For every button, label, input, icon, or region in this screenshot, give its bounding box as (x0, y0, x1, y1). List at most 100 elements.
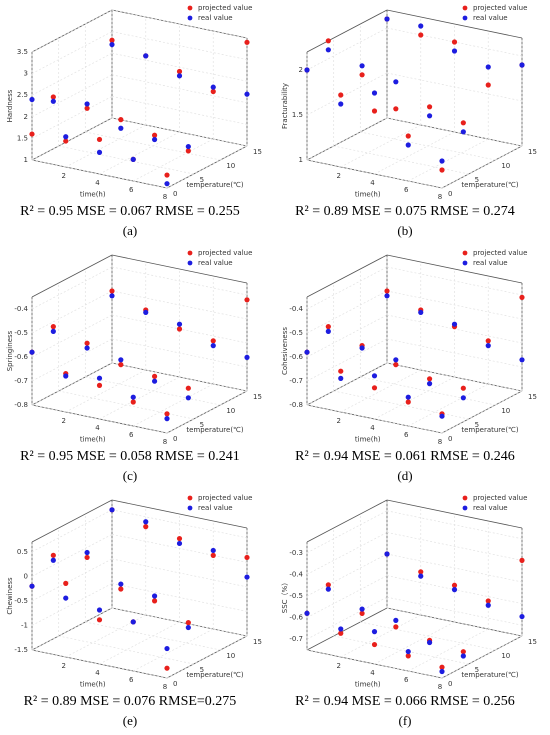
data-point (164, 181, 170, 187)
legend-marker (187, 15, 193, 21)
grid-line (360, 376, 496, 406)
grid-line (374, 621, 455, 665)
data-point (338, 368, 344, 374)
grid-line (360, 131, 496, 161)
legend-marker (462, 250, 468, 256)
data-point (118, 586, 124, 592)
data-point (143, 309, 149, 315)
panel: 2 4 6 8 0 5 10 15 1 1.5 2 2.5 3 3.5 time(h) temperature… (6, 4, 262, 238)
grid-line (111, 96, 248, 125)
grid-line (31, 558, 113, 602)
data-point (185, 620, 191, 626)
data-point (29, 349, 35, 355)
grid-line (333, 145, 469, 175)
grid-line (306, 314, 388, 358)
grid-line (441, 390, 523, 434)
y-tick-label: 15 (253, 638, 262, 646)
data-point (426, 376, 433, 382)
grid-line (111, 9, 248, 39)
grid-line (111, 117, 248, 147)
x-tick-label: 6 (129, 676, 134, 684)
axis-edge (306, 254, 388, 298)
grid-line (306, 117, 388, 161)
y-tick-label: 5 (200, 421, 204, 429)
data-point (371, 108, 378, 114)
grid-line (111, 362, 248, 392)
grid-line (31, 52, 113, 96)
y-tick-label: 5 (475, 176, 479, 184)
data-point (176, 68, 183, 75)
grid-line (111, 31, 248, 60)
data-point (151, 598, 158, 604)
y-axis-label: temperature(℃) (461, 181, 519, 189)
z-tick-label: -0.4 (14, 305, 28, 313)
x-tick-label: 6 (404, 186, 409, 194)
legend-marker (462, 495, 468, 501)
grid-line (31, 117, 113, 161)
axis-edge (31, 499, 113, 543)
data-point (359, 72, 365, 78)
y-tick-label: 15 (528, 638, 537, 646)
data-point (460, 395, 466, 401)
legend-label: real value (473, 504, 508, 512)
x-tick-label: 8 (163, 683, 167, 691)
axis-edge (306, 607, 388, 651)
z-tick-label: 0 (24, 572, 28, 580)
data-point (393, 617, 399, 623)
y-tick-label: 10 (501, 407, 510, 415)
panel-label: (f) (399, 713, 412, 728)
grid-line (99, 621, 180, 665)
data-point (325, 324, 331, 330)
data-point (118, 357, 124, 363)
legend-marker (187, 495, 193, 501)
grid-line (31, 74, 113, 118)
axis-edge (111, 254, 248, 284)
data-point (210, 338, 216, 344)
grid-line (31, 9, 113, 53)
grid-line (166, 145, 248, 189)
data-point (118, 125, 124, 131)
y-tick-label: 0 (448, 435, 452, 443)
grid-line (85, 131, 221, 161)
x-tick-label: 6 (404, 676, 409, 684)
caption: R² = 0.94 MSE = 0.066 RMSE = 0.256 (295, 694, 515, 709)
legend-label: projected value (198, 4, 252, 12)
y-axis-label: temperature(℃) (186, 181, 244, 189)
data-point (519, 357, 525, 363)
grid-line (386, 117, 523, 147)
data-point (130, 399, 136, 405)
z-tick-label: -0.5 (289, 329, 303, 337)
data-point (210, 343, 216, 349)
x-axis-label: time(h) (80, 191, 106, 199)
z-tick-label: -1.5 (14, 646, 28, 654)
grid-line (306, 404, 443, 434)
grid-line (306, 596, 388, 640)
data-point (304, 349, 310, 355)
caption: R² = 0.89 MSE = 0.075 RMSE = 0.274 (295, 204, 515, 219)
y-tick-label: 0 (173, 680, 177, 688)
grid-line (386, 362, 523, 392)
grid-line (306, 575, 388, 618)
grid-line (111, 266, 248, 296)
x-tick-label: 2 (337, 417, 341, 425)
data-point (338, 101, 344, 107)
data-point (359, 610, 365, 616)
x-tick-label: 2 (62, 417, 66, 425)
axis-edge (111, 499, 248, 529)
z-tick-label: -0.4 (289, 305, 303, 313)
data-point (405, 648, 411, 655)
grid-line (85, 376, 221, 406)
grid-line (31, 31, 113, 74)
data-point (439, 167, 445, 173)
x-tick-label: 8 (163, 438, 167, 446)
grid-line (31, 649, 168, 679)
grid-line (306, 649, 443, 679)
data-point (164, 665, 170, 671)
data-point (338, 630, 344, 636)
data-point (485, 598, 491, 604)
legend-label: projected value (473, 4, 527, 12)
data-point (50, 94, 56, 100)
data-point (451, 39, 458, 45)
grid-line (306, 553, 388, 597)
data-point (325, 586, 331, 592)
